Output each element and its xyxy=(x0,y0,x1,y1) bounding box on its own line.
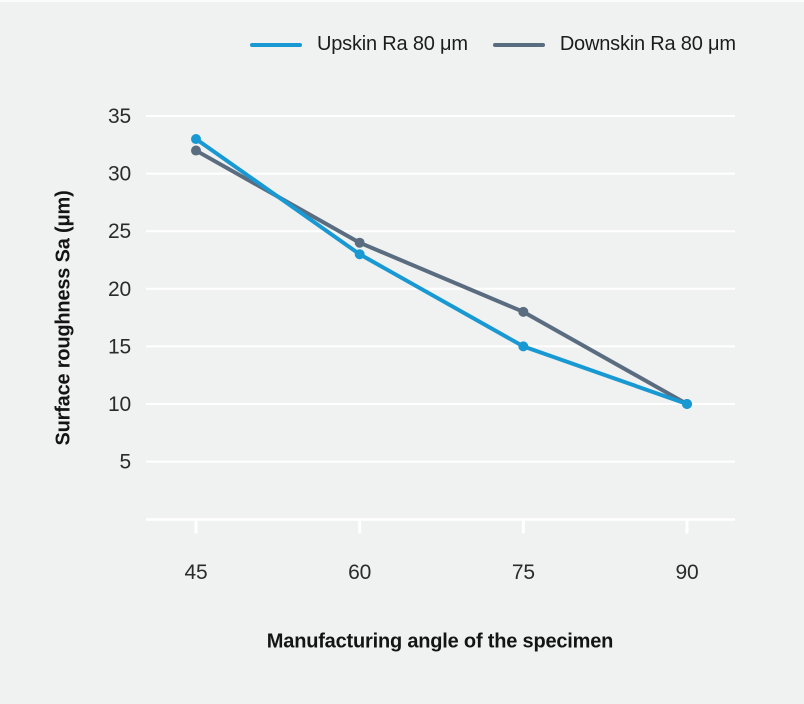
series-point xyxy=(518,306,529,317)
x-tick-label: 45 xyxy=(185,561,208,584)
y-tick-label: 30 xyxy=(108,163,131,186)
x-tick-label: 75 xyxy=(512,561,535,584)
y-tick-label: 5 xyxy=(120,451,131,474)
y-tick-label: 35 xyxy=(108,105,131,128)
x-tick-label: 60 xyxy=(348,561,371,584)
y-tick-label: 15 xyxy=(108,335,131,358)
legend-item-upskin: Upskin Ra 80 μm xyxy=(250,33,468,56)
legend-label-downskin: Downskin Ra 80 μm xyxy=(559,33,736,55)
y-tick-label: 10 xyxy=(108,393,131,416)
y-tick-label: 25 xyxy=(108,220,131,243)
legend-item-downskin: Downskin Ra 80 μm xyxy=(492,33,736,56)
legend-swatch-downskin xyxy=(492,42,545,47)
series-point xyxy=(354,237,365,248)
series-line xyxy=(194,137,689,406)
y-tick-label: 20 xyxy=(108,278,131,301)
legend-label-upskin: Upskin Ra 80 μm xyxy=(317,33,468,55)
legend: Upskin Ra 80 μm Downskin Ra 80 μm xyxy=(250,33,736,56)
series-point xyxy=(191,145,201,156)
series-point xyxy=(682,399,692,409)
series-point xyxy=(518,341,529,352)
x-axis-title: Manufacturing angle of the specimen xyxy=(266,630,614,653)
series-point xyxy=(354,249,365,260)
series-point xyxy=(191,134,201,145)
x-tick-label: 90 xyxy=(676,561,699,584)
y-axis-title: Surface roughness Sa (μm) xyxy=(52,190,75,446)
legend-swatch-upskin xyxy=(250,42,302,47)
